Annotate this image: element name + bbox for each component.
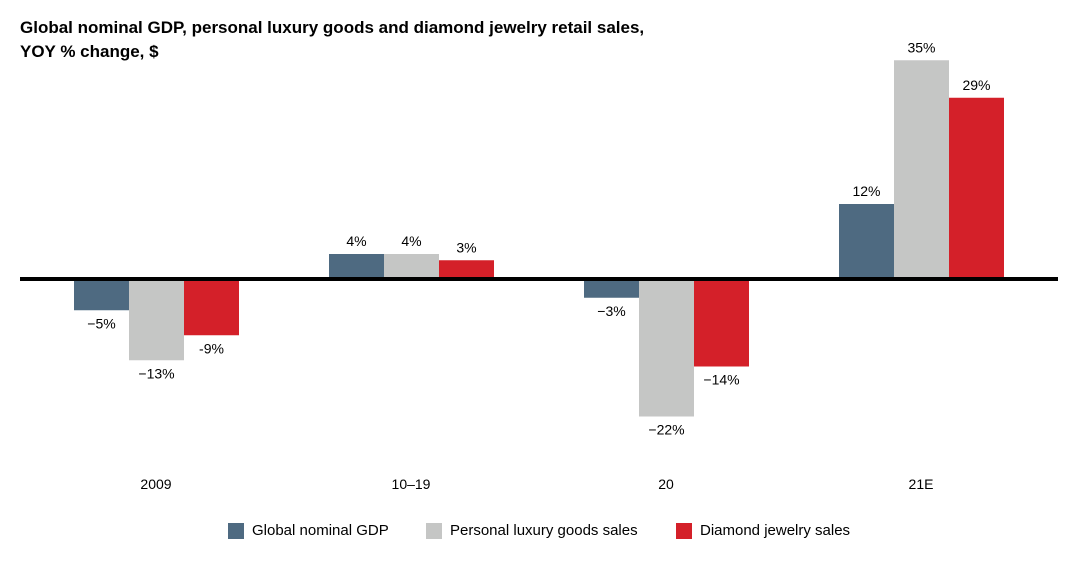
data-label-series-2-cat-3: 29% [962, 77, 990, 93]
bar-series-1-cat-0 [129, 279, 184, 361]
bar-series-1-cat-2 [639, 279, 694, 417]
chart-title: Global nominal GDP, personal luxury good… [20, 16, 920, 64]
data-label-series-1-cat-1: 4% [401, 233, 421, 249]
bar-series-2-cat-3 [949, 97, 1004, 279]
data-label-series-2-cat-1: 3% [456, 239, 476, 255]
legend: Global nominal GDP Personal luxury goods… [0, 522, 1080, 546]
chart-title-line-1: Global nominal GDP, personal luxury good… [20, 18, 645, 37]
legend-item-diamond: Diamond jewelry sales [676, 522, 850, 539]
legend-swatch-luxury [426, 522, 442, 539]
bar-series-0-cat-2 [584, 279, 639, 298]
category-label-2: 20 [658, 476, 674, 492]
data-label-series-0-cat-3: 12% [852, 183, 880, 199]
data-label-series-1-cat-3: 35% [907, 39, 935, 55]
legend-swatch-diamond [676, 522, 692, 539]
data-label-series-2-cat-0: -9% [199, 340, 224, 356]
bar-series-2-cat-1 [439, 260, 494, 279]
legend-label-diamond: Diamond jewelry sales [700, 522, 851, 539]
category-label-0: 2009 [140, 476, 171, 492]
category-label-3: 21E [909, 476, 934, 492]
bar-series-1-cat-3 [894, 60, 949, 279]
legend-swatch-gdp [228, 522, 244, 539]
data-label-series-1-cat-0: −13% [138, 365, 174, 381]
legend-item-luxury: Personal luxury goods sales [426, 522, 638, 539]
data-label-series-1-cat-2: −22% [648, 422, 684, 438]
data-label-series-2-cat-2: −14% [703, 372, 739, 388]
bar-series-2-cat-2 [694, 279, 749, 367]
legend-label-gdp: Global nominal GDP [252, 522, 389, 539]
category-label-1: 10–19 [392, 476, 431, 492]
data-label-series-0-cat-0: −5% [87, 315, 115, 331]
legend-item-gdp: Global nominal GDP [228, 522, 389, 539]
legend-label-luxury: Personal luxury goods sales [450, 522, 638, 539]
data-label-series-0-cat-2: −3% [597, 303, 625, 319]
bar-series-1-cat-1 [384, 254, 439, 279]
chart-title-line-2: YOY % change, $ [20, 42, 159, 61]
bar-series-0-cat-0 [74, 279, 129, 311]
data-label-series-0-cat-1: 4% [346, 233, 366, 249]
bar-series-0-cat-1 [329, 254, 384, 279]
bar-series-2-cat-0 [184, 279, 239, 336]
bar-series-0-cat-3 [839, 204, 894, 279]
